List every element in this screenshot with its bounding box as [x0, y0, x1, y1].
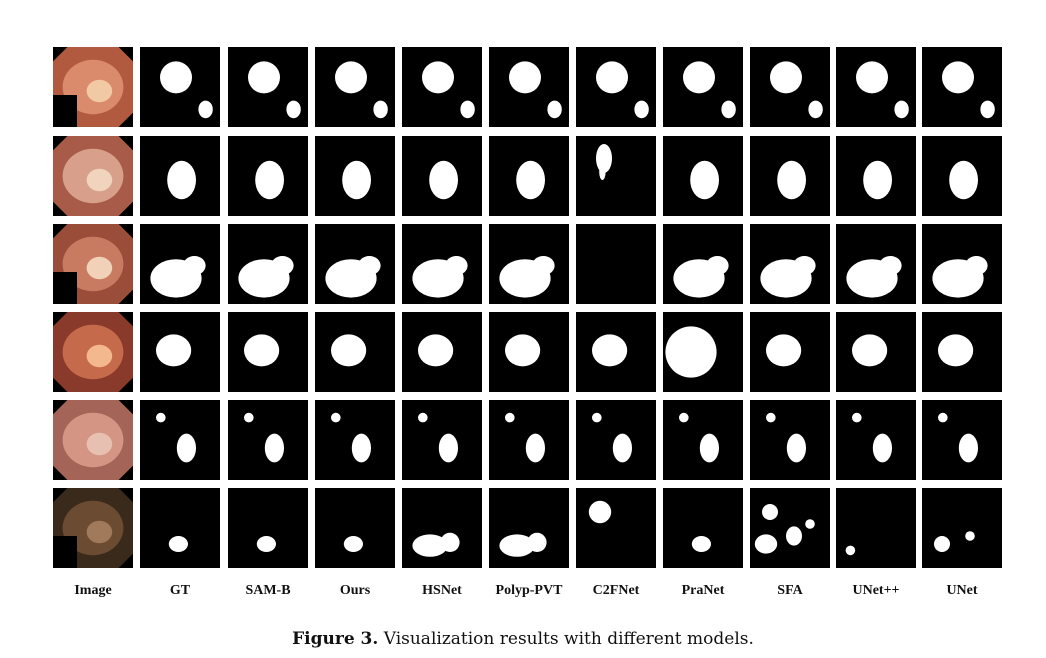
column-label: Polyp-PVT [495, 583, 563, 598]
segmentation-mask [576, 47, 656, 127]
segmentation-mask [576, 400, 656, 480]
endoscopy-image [53, 312, 133, 392]
segmentation-mask [922, 488, 1002, 568]
segmentation-mask [750, 312, 830, 392]
segmentation-mask [402, 224, 482, 304]
endoscopy-image [53, 47, 133, 127]
caption-text: Visualization results with different mod… [383, 629, 754, 649]
column-label: Ours [339, 583, 371, 598]
segmentation-mask [663, 312, 743, 392]
segmentation-mask [228, 136, 308, 216]
segmentation-mask [402, 312, 482, 392]
segmentation-mask [315, 488, 395, 568]
segmentation-mask [836, 312, 916, 392]
segmentation-mask [140, 400, 220, 480]
segmentation-mask [663, 400, 743, 480]
segmentation-mask [663, 47, 743, 127]
segmentation-mask [228, 488, 308, 568]
endoscopy-image [53, 488, 133, 568]
endoscopy-image [53, 224, 133, 304]
column-label: SFA [777, 583, 803, 598]
segmentation-mask [315, 136, 395, 216]
segmentation-mask [576, 136, 656, 216]
segmentation-mask [228, 312, 308, 392]
segmentation-mask [663, 488, 743, 568]
segmentation-mask [663, 136, 743, 216]
segmentation-mask [836, 488, 916, 568]
segmentation-mask [402, 400, 482, 480]
segmentation-mask [489, 400, 569, 480]
column-label: SAM-B [245, 583, 291, 598]
segmentation-mask [576, 312, 656, 392]
segmentation-mask [576, 488, 656, 568]
segmentation-mask [836, 224, 916, 304]
column-label: HSNet [422, 583, 462, 598]
segmentation-mask [140, 312, 220, 392]
segmentation-mask [228, 400, 308, 480]
segmentation-mask [836, 400, 916, 480]
segmentation-mask [489, 312, 569, 392]
segmentation-mask [836, 47, 916, 127]
segmentation-mask [836, 136, 916, 216]
column-label: C2FNet [592, 583, 640, 598]
segmentation-mask [750, 47, 830, 127]
segmentation-mask [489, 224, 569, 304]
segmentation-mask [576, 224, 656, 304]
segmentation-mask [315, 224, 395, 304]
segmentation-mask [489, 47, 569, 127]
segmentation-mask [922, 136, 1002, 216]
segmentation-mask [402, 136, 482, 216]
segmentation-mask [750, 400, 830, 480]
column-label: PraNet [681, 583, 725, 598]
segmentation-mask [750, 136, 830, 216]
endoscopy-image [53, 400, 133, 480]
segmentation-mask [228, 224, 308, 304]
segmentation-mask [922, 400, 1002, 480]
segmentation-mask [315, 400, 395, 480]
column-label: UNet [946, 583, 978, 598]
segmentation-mask [663, 224, 743, 304]
figure-caption: Figure 3. Visualization results with dif… [0, 629, 1046, 649]
column-label: GT [169, 583, 191, 598]
segmentation-mask [140, 47, 220, 127]
segmentation-mask [922, 47, 1002, 127]
segmentation-mask [922, 224, 1002, 304]
column-label: Image [74, 583, 112, 598]
segmentation-mask [315, 312, 395, 392]
segmentation-mask [402, 47, 482, 127]
segmentation-mask [750, 224, 830, 304]
segmentation-mask [315, 47, 395, 127]
column-label: UNet++ [852, 583, 900, 598]
segmentation-mask [750, 488, 830, 568]
endoscopy-image [53, 136, 133, 216]
segmentation-mask [228, 47, 308, 127]
caption-label: Figure 3. [292, 629, 379, 649]
segmentation-mask [922, 312, 1002, 392]
segmentation-mask [489, 488, 569, 568]
segmentation-mask [140, 224, 220, 304]
segmentation-mask [140, 488, 220, 568]
segmentation-mask [402, 488, 482, 568]
segmentation-mask [489, 136, 569, 216]
segmentation-mask [140, 136, 220, 216]
